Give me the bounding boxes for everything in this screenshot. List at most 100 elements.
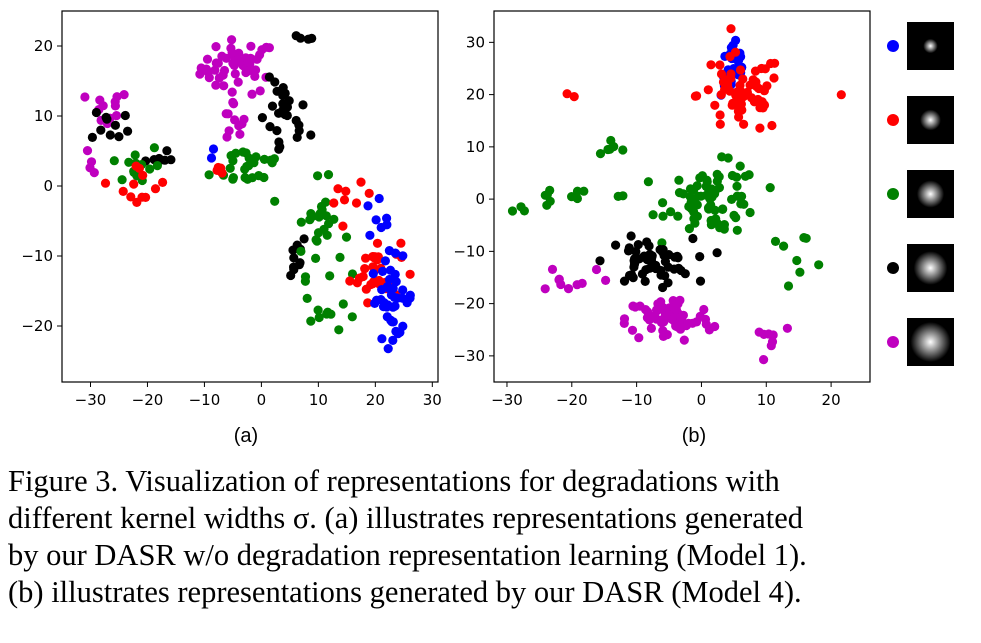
scatter-point-green — [540, 190, 550, 200]
scatter-point-green — [311, 253, 321, 263]
scatter-point-blue — [383, 344, 393, 354]
scatter-point-red — [351, 198, 362, 208]
scatter-point-green — [693, 191, 703, 201]
scatter-point-black — [688, 233, 698, 244]
scatter-point-black — [676, 265, 686, 276]
scatter-point-magenta — [246, 41, 256, 51]
scatter-point-black — [695, 276, 706, 286]
legend-marker-blue — [887, 40, 899, 52]
scatter-point-red — [750, 66, 761, 76]
scatter-point-green — [765, 183, 775, 193]
scatter-point-black — [295, 258, 305, 268]
scatter-point-red — [341, 186, 351, 196]
scatter-point-black — [286, 270, 296, 281]
scatter-point-magenta — [211, 42, 221, 52]
panel-label-a: (a) — [234, 425, 258, 447]
scatter-point-magenta — [239, 114, 249, 124]
scatter-point-green — [695, 173, 705, 183]
scatter-point-red — [339, 195, 350, 205]
y-tick-label-b: −10 — [453, 242, 485, 260]
scatter-point-blue — [392, 293, 403, 303]
scatter-point-magenta — [112, 92, 122, 102]
scatter-point-magenta — [630, 302, 640, 312]
scatter-point-red — [129, 179, 139, 189]
scatter-point-magenta — [540, 284, 550, 294]
kernel-blob — [913, 251, 948, 285]
x-tick-label-a: 30 — [423, 391, 442, 409]
scatter-point-black — [275, 142, 285, 152]
scatter-point-green — [658, 198, 668, 208]
scatter-point-green — [737, 191, 747, 201]
scatter-point-black — [658, 282, 668, 293]
scatter-point-green — [312, 236, 322, 246]
scatter-point-red — [715, 60, 725, 70]
y-tick-label-b: 30 — [466, 33, 485, 51]
x-tick-label-b: 0 — [697, 391, 707, 409]
scatter-point-blue — [376, 222, 386, 233]
scatter-point-green — [323, 170, 334, 180]
x-tick-label-b: −30 — [491, 391, 523, 409]
scatter-point-red — [374, 275, 384, 286]
scatter-point-green — [228, 156, 238, 166]
scatter-point-magenta — [201, 64, 211, 74]
scatter-point-green — [779, 241, 789, 251]
scatter-point-red — [118, 186, 128, 196]
scatter-point-blue — [378, 266, 388, 276]
scatter-point-magenta — [202, 54, 213, 64]
scatter-point-green — [317, 205, 327, 215]
scatter-point-green — [296, 246, 306, 256]
scatter-point-red — [372, 238, 383, 248]
scatter-point-blue — [378, 302, 389, 312]
scatter-point-green — [347, 269, 358, 279]
scatter-point-green — [606, 135, 616, 146]
scatter-point-blue — [398, 251, 408, 261]
y-tick-label-a: −10 — [21, 247, 53, 265]
scatter-point-red — [728, 98, 738, 108]
scatter-point-green — [579, 186, 589, 196]
scatter-point-green — [326, 309, 336, 319]
scatter-point-black — [623, 246, 634, 256]
scatter-point-green — [124, 157, 134, 167]
legend-marker-red — [887, 114, 899, 126]
caption-line-2: different kernel widths σ. (a) illustrat… — [8, 501, 804, 535]
scatter-point-black — [120, 110, 130, 121]
scatter-point-green — [347, 312, 357, 322]
caption-line-1: Figure 3. Visualization of representatio… — [8, 464, 780, 498]
scatter-point-magenta — [710, 321, 720, 332]
scatter-point-red — [715, 119, 725, 129]
scatter-point-red — [368, 252, 378, 262]
scatter-point-red — [358, 271, 368, 282]
scatter-point-green — [338, 299, 348, 309]
scatter-point-black — [162, 146, 172, 156]
scatter-point-red — [364, 188, 374, 198]
scatter-point-magenta — [245, 59, 255, 69]
scatter-point-blue — [386, 315, 396, 325]
scatter-point-magenta — [235, 129, 245, 139]
scatter-point-green — [341, 232, 352, 242]
scatter-point-magenta — [211, 80, 221, 90]
scatter-point-green — [572, 186, 583, 196]
scatter-point-magenta — [227, 87, 237, 97]
points-b — [507, 24, 846, 365]
scatter-point-magenta — [646, 323, 657, 333]
scatter-point-magenta — [768, 330, 778, 340]
y-tick-label-b: 20 — [466, 86, 485, 104]
scatter-point-red — [738, 74, 748, 84]
scatter-point-red — [212, 165, 222, 175]
scatter-point-blue — [384, 246, 394, 256]
scatter-point-green — [335, 252, 345, 262]
x-tick-label-a: −10 — [189, 391, 221, 409]
scatter-point-magenta — [230, 69, 240, 79]
scatter-point-black — [663, 262, 673, 272]
scatter-point-black — [659, 250, 669, 261]
scatter-point-red — [132, 197, 142, 207]
scatter-point-black — [629, 256, 639, 266]
scatter-point-red — [745, 80, 755, 90]
scatter-point-magenta — [782, 323, 793, 333]
scatter-point-green — [595, 149, 606, 159]
scatter-point-green — [712, 176, 722, 186]
scatter-point-magenta — [699, 304, 709, 315]
scatter-point-red — [690, 91, 701, 101]
scatter-point-red — [356, 177, 366, 187]
scatter-point-green — [270, 196, 280, 206]
